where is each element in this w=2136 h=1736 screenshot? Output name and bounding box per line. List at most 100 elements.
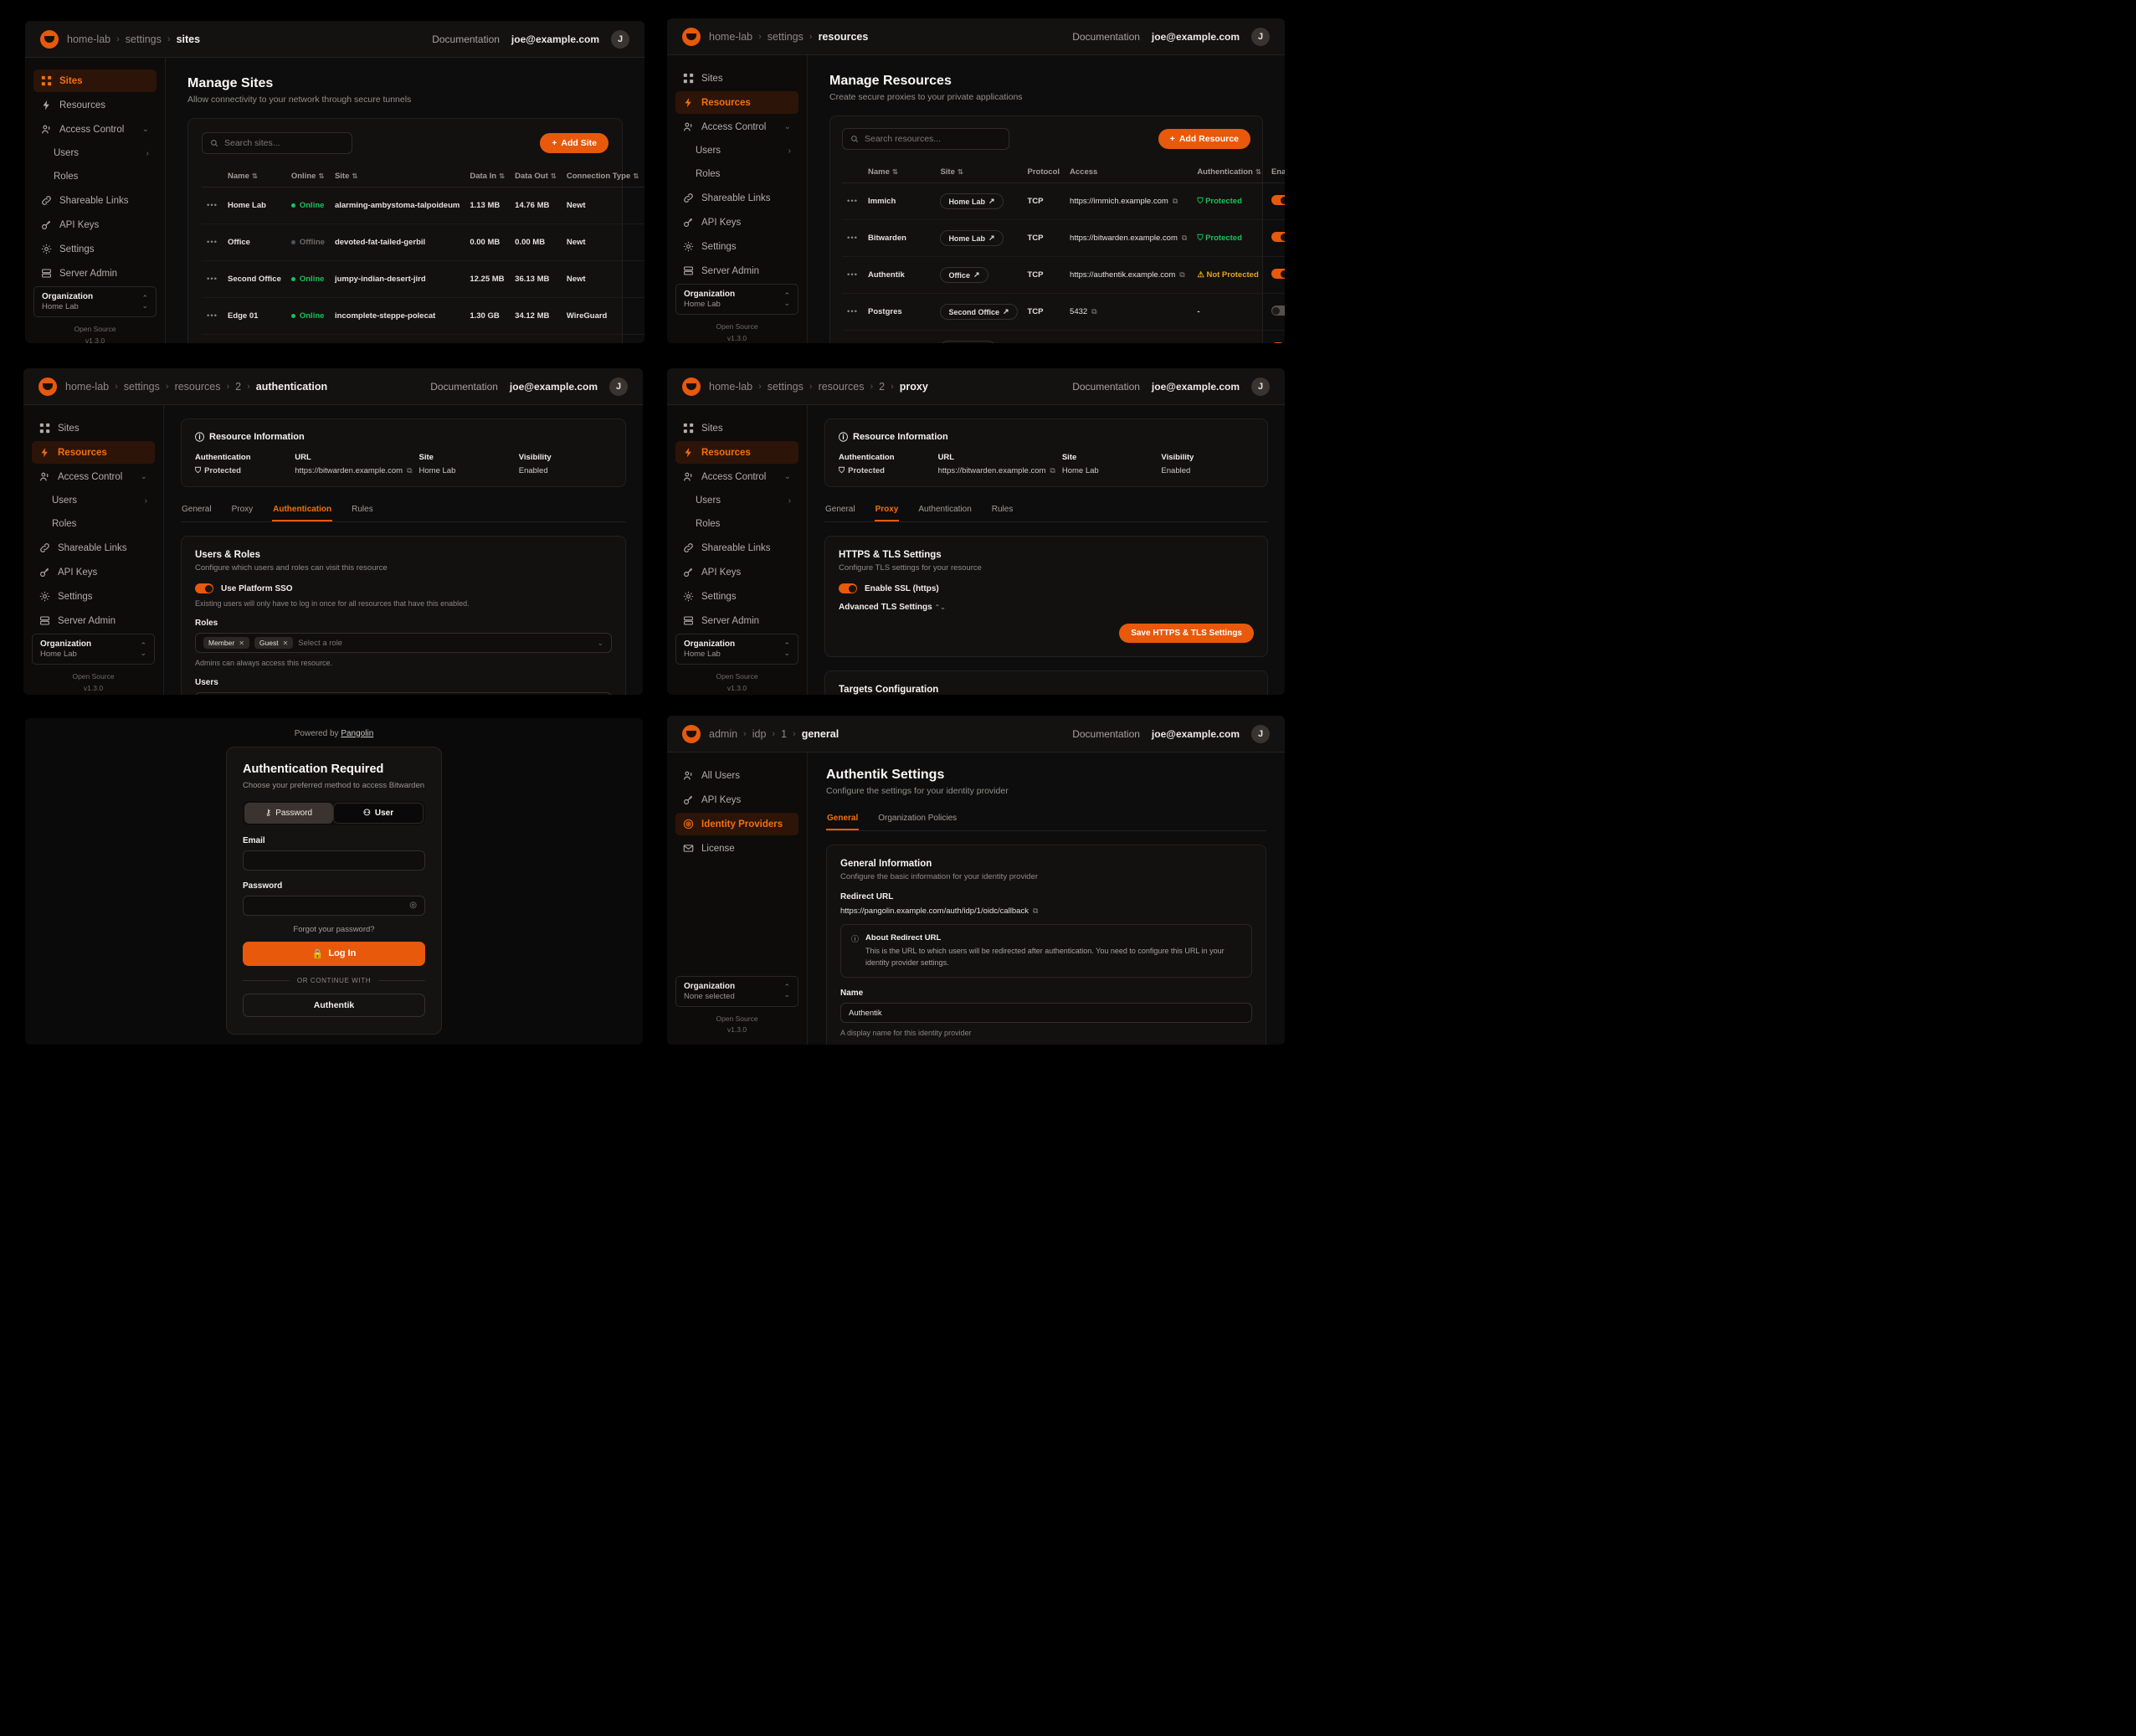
- breadcrumb-item[interactable]: home-lab: [67, 33, 111, 45]
- sidebar-item-resources[interactable]: Resources: [675, 441, 798, 464]
- breadcrumb[interactable]: home-lab › settings › resources › 2 › pr…: [709, 381, 928, 393]
- sidebar-item-server-admin[interactable]: Server Admin: [675, 609, 798, 632]
- breadcrumb-item[interactable]: resources: [818, 380, 865, 393]
- table-row[interactable]: ••• Authentik Office ↗ TCP https://authen…: [842, 256, 1285, 294]
- table-row[interactable]: ••• Bitwarden Home Lab ↗ TCP https://bitw…: [842, 219, 1285, 257]
- copy-icon[interactable]: ⧉: [1032, 907, 1039, 915]
- row-menu-icon[interactable]: •••: [842, 182, 863, 220]
- advanced-tls-settings-toggle[interactable]: Advanced TLS Settings ⌃⌄: [839, 603, 946, 612]
- avatar[interactable]: J: [1251, 377, 1270, 396]
- tab-organization-policies[interactable]: Organization Policies: [878, 814, 958, 823]
- col-name[interactable]: Name ⇅: [222, 166, 286, 187]
- sidebar-item-server-admin[interactable]: Server Admin: [33, 262, 157, 285]
- organization-switcher[interactable]: Organization Home Lab ⌃ ⌄: [675, 284, 798, 315]
- row-menu-icon[interactable]: •••: [202, 297, 223, 335]
- open-source-link[interactable]: Open Source: [72, 672, 115, 681]
- cell-enabled[interactable]: [1266, 219, 1285, 257]
- breadcrumb-item[interactable]: settings: [767, 30, 804, 43]
- organization-switcher[interactable]: Organization Home Lab ⌃ ⌄: [675, 634, 798, 665]
- table-row[interactable]: ••• Postgres Second Office ↗ TCP 5432 ⧉ - …: [842, 293, 1285, 331]
- col-data-in[interactable]: Data In ⇅: [465, 166, 511, 187]
- sidebar-item-roles[interactable]: Roles: [33, 166, 157, 187]
- breadcrumb-item[interactable]: 2: [235, 380, 242, 393]
- sidebar-item-identity-providers[interactable]: Identity Providers: [675, 813, 798, 835]
- sidebar-item-api-keys[interactable]: API Keys: [675, 211, 798, 234]
- sidebar-item-shareable-links[interactable]: Shareable Links: [33, 189, 157, 212]
- save-tls-button[interactable]: Save HTTPS & TLS Settings: [1119, 624, 1254, 643]
- tab-general[interactable]: General: [825, 505, 855, 514]
- avatar[interactable]: J: [611, 29, 629, 49]
- table-row[interactable]: ••• Home Lab Online alarming-ambystoma-t…: [202, 187, 644, 224]
- breadcrumb-item[interactable]: settings: [125, 33, 162, 45]
- enabled-toggle[interactable]: [1271, 232, 1285, 242]
- sidebar-item-api-keys[interactable]: API Keys: [33, 213, 157, 236]
- documentation-link[interactable]: Documentation: [430, 380, 498, 393]
- platform-sso-toggle[interactable]: [195, 583, 213, 593]
- sidebar-item-all-users[interactable]: All Users: [675, 764, 798, 787]
- sidebar-item-access-control[interactable]: Access Control ⌄: [33, 118, 157, 141]
- col-online[interactable]: Online ⇅: [285, 166, 330, 187]
- users-select[interactable]: adam@example.com (Authentik)✕ sarah@exam…: [195, 692, 612, 695]
- organization-switcher[interactable]: Organization Home Lab ⌃ ⌄: [32, 634, 155, 665]
- add-resource-button[interactable]: + Add Resource: [1158, 129, 1250, 149]
- tab-proxy[interactable]: Proxy: [231, 505, 254, 514]
- sidebar-item-sites[interactable]: Sites: [675, 417, 798, 439]
- copy-icon[interactable]: ⧉: [1091, 307, 1097, 316]
- breadcrumb-item[interactable]: admin: [709, 727, 738, 740]
- tab-password[interactable]: ⚷ Password: [244, 802, 333, 824]
- row-menu-icon[interactable]: •••: [842, 330, 863, 343]
- sidebar-item-users[interactable]: Users ›: [32, 490, 155, 511]
- col-authentication[interactable]: Authentication ⇅: [1192, 162, 1266, 183]
- sidebar-item-server-admin[interactable]: Server Admin: [675, 259, 798, 282]
- sidebar-item-resources[interactable]: Resources: [675, 91, 798, 114]
- cell-enabled[interactable]: [1266, 293, 1285, 331]
- documentation-link[interactable]: Documentation: [1072, 727, 1140, 740]
- avatar[interactable]: J: [1251, 724, 1270, 743]
- table-row[interactable]: ••• Battery Manager Edge 01↗ TCP https:/…: [842, 330, 1285, 343]
- sidebar-item-shareable-links[interactable]: Shareable Links: [32, 537, 155, 559]
- tab-proxy[interactable]: Proxy: [874, 499, 900, 521]
- avatar[interactable]: J: [609, 377, 628, 396]
- breadcrumb[interactable]: home-lab › settings › sites: [67, 33, 200, 45]
- organization-switcher[interactable]: Organization Home Lab ⌃ ⌄: [33, 286, 157, 317]
- sidebar-item-users[interactable]: Users ›: [675, 490, 798, 511]
- row-menu-icon[interactable]: •••: [842, 256, 863, 294]
- row-menu-icon[interactable]: •••: [842, 219, 863, 257]
- cell-enabled[interactable]: [1266, 182, 1285, 220]
- email-field[interactable]: [243, 850, 425, 871]
- table-row[interactable]: ••• Edge 01 Online incomplete-steppe-pol…: [202, 297, 644, 335]
- cell-enabled[interactable]: [1266, 330, 1285, 343]
- role-chip[interactable]: Guest ✕: [254, 637, 294, 649]
- tab-general[interactable]: General: [826, 808, 860, 830]
- sidebar-item-resources[interactable]: Resources: [33, 94, 157, 116]
- sidebar-item-resources[interactable]: Resources: [32, 441, 155, 464]
- organization-switcher[interactable]: Organization None selected ⌃ ⌄: [675, 975, 798, 1007]
- sidebar-item-api-keys[interactable]: API Keys: [675, 561, 798, 583]
- copy-icon[interactable]: ⧉: [1179, 270, 1185, 279]
- password-field[interactable]: ◎: [243, 895, 425, 916]
- breadcrumb-item[interactable]: 2: [879, 380, 886, 393]
- add-site-button[interactable]: + Add Site: [540, 133, 608, 153]
- documentation-link[interactable]: Documentation: [432, 33, 500, 45]
- sidebar-item-sites[interactable]: Sites: [33, 69, 157, 92]
- breadcrumb[interactable]: home-lab › settings › resources: [709, 31, 868, 43]
- enabled-toggle[interactable]: [1271, 342, 1285, 343]
- enabled-toggle[interactable]: [1271, 195, 1285, 205]
- breadcrumb-item[interactable]: home-lab: [709, 30, 753, 43]
- sidebar-item-access-control[interactable]: Access Control ⌄: [675, 116, 798, 138]
- copy-icon[interactable]: ⧉: [1172, 197, 1178, 205]
- cell-site[interactable]: Home Lab ↗: [935, 219, 1023, 257]
- row-menu-icon[interactable]: •••: [842, 293, 863, 331]
- row-menu-icon[interactable]: •••: [202, 187, 223, 224]
- tab-user[interactable]: ⚇ User: [333, 802, 424, 824]
- documentation-link[interactable]: Documentation: [1072, 380, 1140, 393]
- sidebar-item-settings[interactable]: Settings: [32, 585, 155, 608]
- avatar[interactable]: J: [1251, 27, 1270, 46]
- breadcrumb-item[interactable]: settings: [123, 380, 160, 393]
- enabled-toggle[interactable]: [1271, 306, 1285, 316]
- row-menu-icon[interactable]: •••: [202, 223, 223, 261]
- col-site[interactable]: Site ⇅: [329, 166, 465, 187]
- copy-icon[interactable]: ⧉: [1181, 234, 1188, 242]
- sidebar-item-roles[interactable]: Roles: [675, 513, 798, 535]
- open-source-link[interactable]: Open Source: [716, 322, 758, 331]
